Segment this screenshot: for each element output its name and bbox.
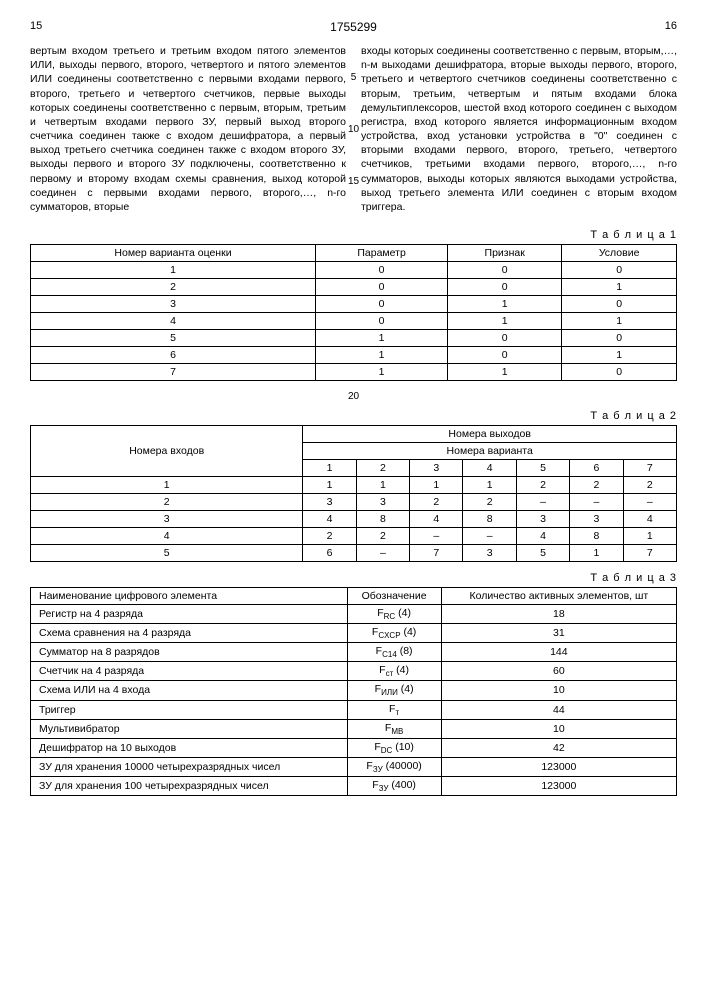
table-row: 7110 [31, 364, 677, 381]
table-row: 6101 [31, 347, 677, 364]
table1-caption: Т а б л и ц а 1 [30, 229, 677, 241]
line-marker-10: 10 [348, 124, 359, 135]
table-row: ЗУ для хранения 100 четырехразрядных чис… [31, 776, 677, 795]
table-header: Наименование цифрового элемента [31, 588, 348, 605]
table-header-row: Номер варианта оценки Параметр Признак У… [31, 245, 677, 262]
table-header: Условие [562, 245, 677, 262]
table-row: МультивибраторFМВ10 [31, 719, 677, 738]
table-row: 4011 [31, 313, 677, 330]
table-row: 422––481 [31, 528, 677, 545]
table-row: Сумматор на 8 разрядовFC14 (8)144 [31, 643, 677, 662]
table-row: 1000 [31, 262, 677, 279]
table-row: 11111222 [31, 477, 677, 494]
table-header: Признак [448, 245, 562, 262]
designation: FЗУ (400) [347, 776, 441, 795]
table3: Наименование цифрового элемента Обозначе… [30, 587, 677, 796]
line-marker-5: 5 [351, 72, 357, 83]
table3-caption: Т а б л и ц а 3 [30, 572, 677, 584]
table-row: Схема сравнения на 4 разрядаFCXCP (4)31 [31, 624, 677, 643]
table-row: 3010 [31, 296, 677, 313]
body-text-block: вертым входом третьего и третьим входом … [30, 44, 677, 214]
table1: Номер варианта оценки Параметр Признак У… [30, 244, 677, 381]
right-page-number: 16 [665, 20, 677, 34]
table-header-row: Номера входов Номера выходов [31, 426, 677, 443]
right-column-text: входы которых соединены соответственно с… [361, 44, 677, 214]
page-header: 15 1755299 16 [30, 20, 677, 34]
table-row: 34848334 [31, 511, 677, 528]
designation: Fст (4) [347, 662, 441, 681]
table-row: 2001 [31, 279, 677, 296]
table-row: Дешифратор на 10 выходовFDC (10)42 [31, 738, 677, 757]
designation: Fт [347, 700, 441, 719]
line-marker-15: 15 [348, 176, 359, 187]
table-header: Номера входов [31, 426, 303, 477]
table-header: Параметр [316, 245, 448, 262]
table-row: Регистр на 4 разрядаFRC (4)18 [31, 605, 677, 624]
table-header: Количество активных элементов, шт [441, 588, 676, 605]
line-marker-20: 20 [30, 391, 677, 402]
table-header: Обозначение [347, 588, 441, 605]
table-row: 5100 [31, 330, 677, 347]
table-row: Схема ИЛИ на 4 входаFИЛИ (4)10 [31, 681, 677, 700]
document-number: 1755299 [42, 20, 665, 34]
table-row: 56–73517 [31, 545, 677, 562]
table-row: 23322––– [31, 494, 677, 511]
designation: FCXCP (4) [347, 624, 441, 643]
table2: Номера входов Номера выходов Номера вари… [30, 425, 677, 562]
table2-caption: Т а б л и ц а 2 [30, 410, 677, 422]
table-row: ЗУ для хранения 10000 четырехразрядных ч… [31, 757, 677, 776]
table-row: Счетчик на 4 разрядаFст (4)60 [31, 662, 677, 681]
designation: FЗУ (40000) [347, 757, 441, 776]
table-header: Номера выходов [303, 426, 677, 443]
designation: FDC (10) [347, 738, 441, 757]
table-header: Номера варианта [303, 443, 677, 460]
table-header: Номер варианта оценки [31, 245, 316, 262]
left-column-text: вертым входом третьего и третьим входом … [30, 44, 346, 214]
designation: FRC (4) [347, 605, 441, 624]
table-header-row: Наименование цифрового элемента Обозначе… [31, 588, 677, 605]
table-row: ТриггерFт44 [31, 700, 677, 719]
designation: FИЛИ (4) [347, 681, 441, 700]
designation: FC14 (8) [347, 643, 441, 662]
left-page-number: 15 [30, 20, 42, 34]
designation: FМВ [347, 719, 441, 738]
